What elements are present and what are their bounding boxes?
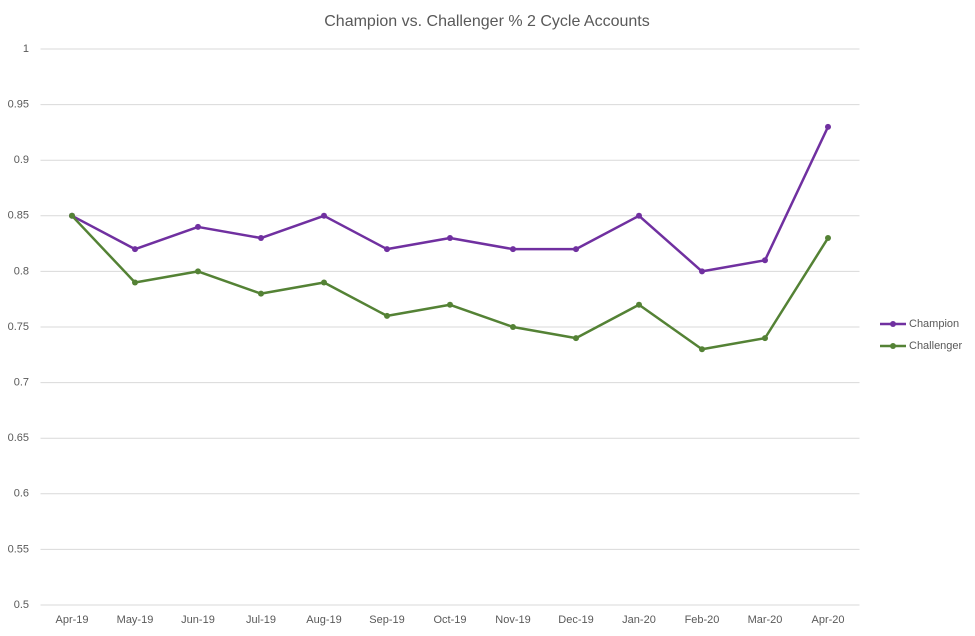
x-tick-label: Jul-19 [246, 614, 276, 626]
y-tick-label: 0.6 [14, 488, 29, 500]
data-point [195, 223, 201, 230]
x-tick-label: Jun-19 [181, 614, 215, 626]
data-point [258, 290, 264, 297]
data-point [762, 335, 768, 342]
x-tick-label: Feb-20 [685, 614, 720, 626]
y-tick-label: 0.75 [8, 321, 29, 333]
x-tick-label: May-19 [117, 614, 154, 626]
y-tick-label: 1 [23, 43, 29, 55]
data-point [321, 279, 327, 286]
data-point [636, 301, 642, 308]
data-point [573, 246, 579, 253]
legend-label: Challenger [909, 340, 963, 352]
legend-marker [890, 343, 896, 349]
x-tick-label: Apr-19 [55, 614, 88, 626]
x-tick-label: Jan-20 [622, 614, 656, 626]
y-tick-label: 0.55 [8, 543, 29, 555]
data-point [258, 235, 264, 242]
y-tick-label: 0.85 [8, 210, 29, 222]
y-tick-label: 0.9 [14, 154, 29, 166]
x-tick-label: Aug-19 [306, 614, 341, 626]
x-tick-label: Mar-20 [748, 614, 783, 626]
data-point [636, 212, 642, 219]
data-point [699, 346, 705, 353]
x-tick-label: Sep-19 [369, 614, 404, 626]
y-tick-label: 0.95 [8, 99, 29, 111]
data-point [510, 246, 516, 253]
data-point [510, 324, 516, 330]
legend-label: Champion [909, 318, 959, 330]
legend-marker [890, 321, 896, 327]
data-point [195, 268, 201, 275]
data-point [132, 279, 138, 286]
y-tick-label: 0.7 [14, 377, 29, 389]
data-point [825, 123, 831, 130]
data-point [825, 235, 831, 242]
data-point [69, 212, 75, 219]
data-point [132, 246, 138, 253]
x-tick-label: Dec-19 [558, 614, 593, 626]
x-tick-label: Nov-19 [495, 614, 530, 626]
x-tick-label: Apr-20 [811, 614, 844, 626]
data-point [447, 235, 453, 242]
y-tick-label: 0.8 [14, 265, 29, 277]
chart-title: Champion vs. Challenger % 2 Cycle Accoun… [324, 13, 650, 30]
y-tick-label: 0.65 [8, 432, 29, 444]
data-point [384, 312, 390, 319]
x-tick-label: Oct-19 [433, 614, 466, 626]
data-point [321, 212, 327, 219]
data-point [699, 268, 705, 275]
y-tick-label: 0.5 [14, 599, 29, 611]
data-point [384, 246, 390, 253]
data-point [762, 257, 768, 264]
data-point [447, 301, 453, 308]
data-point [573, 335, 579, 342]
